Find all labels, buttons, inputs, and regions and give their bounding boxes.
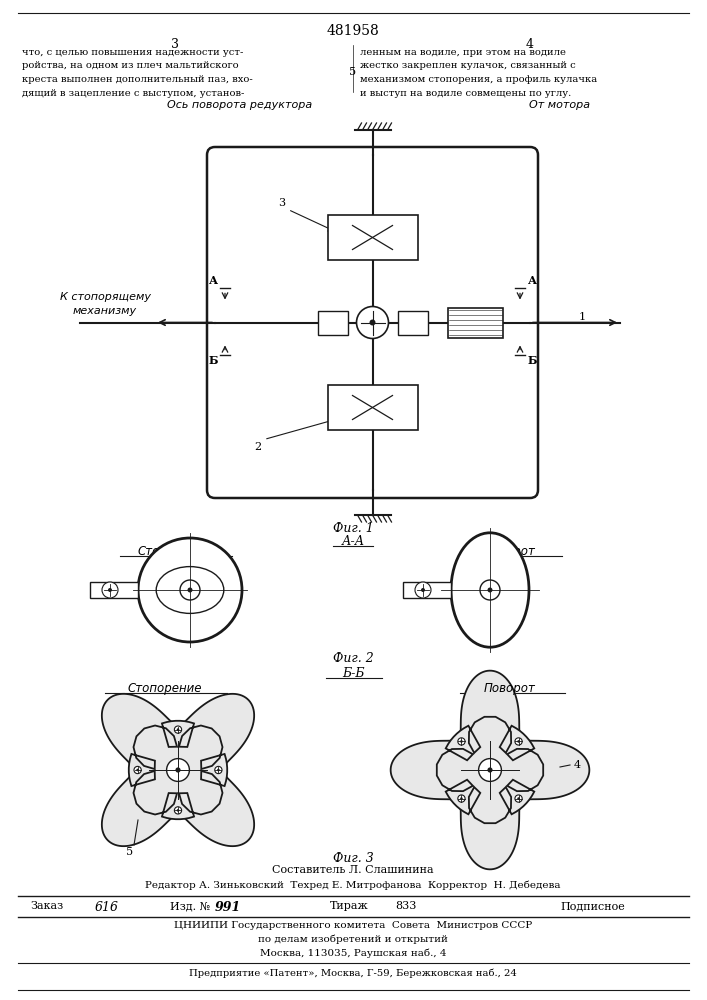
Text: 5: 5 bbox=[127, 847, 134, 857]
Text: Фиг. 2: Фиг. 2 bbox=[332, 652, 373, 665]
Bar bbox=[327, 215, 418, 260]
Text: ройства, на одном из плеч мальтийского: ройства, на одном из плеч мальтийского bbox=[22, 62, 239, 70]
Circle shape bbox=[370, 320, 375, 326]
Text: Подписное: Подписное bbox=[560, 901, 625, 911]
Circle shape bbox=[102, 582, 118, 598]
Ellipse shape bbox=[156, 567, 224, 613]
Circle shape bbox=[177, 728, 180, 731]
Text: креста выполнен дополнительный паз, вхо-: креста выполнен дополнительный паз, вхо- bbox=[22, 75, 252, 84]
Text: Поворот: Поворот bbox=[484, 682, 536, 695]
Text: 991: 991 bbox=[215, 901, 241, 914]
Bar bbox=[317, 310, 348, 334]
Text: ленным на водиле, при этом на водиле: ленным на водиле, при этом на водиле bbox=[360, 48, 566, 57]
Circle shape bbox=[518, 797, 520, 800]
Bar bbox=[327, 385, 418, 430]
Circle shape bbox=[215, 766, 222, 774]
Polygon shape bbox=[391, 671, 590, 869]
Text: Ось поворота редуктора: Ось поворота редуктора bbox=[168, 100, 312, 110]
Circle shape bbox=[488, 587, 493, 592]
Text: 3: 3 bbox=[279, 198, 286, 208]
Text: Заказ: Заказ bbox=[30, 901, 63, 911]
Polygon shape bbox=[129, 721, 227, 819]
Circle shape bbox=[134, 766, 141, 774]
Text: жестко закреплен кулачок, связанный с: жестко закреплен кулачок, связанный с bbox=[360, 62, 575, 70]
Text: Фиг. 1: Фиг. 1 bbox=[332, 522, 373, 535]
Circle shape bbox=[175, 807, 182, 814]
Circle shape bbox=[180, 580, 200, 600]
Circle shape bbox=[167, 759, 189, 781]
Text: что, с целью повышения надежности уст-: что, с целью повышения надежности уст- bbox=[22, 48, 243, 57]
Circle shape bbox=[460, 797, 463, 800]
Text: и выступ на водиле совмещены по углу.: и выступ на водиле совмещены по углу. bbox=[360, 89, 571, 98]
Circle shape bbox=[518, 740, 520, 743]
Text: От мотора: От мотора bbox=[530, 100, 590, 110]
Text: Составитель Л. Слашинина: Составитель Л. Слашинина bbox=[272, 865, 434, 875]
Text: механизмом стопорения, а профиль кулачка: механизмом стопорения, а профиль кулачка bbox=[360, 75, 597, 84]
Text: 833: 833 bbox=[395, 901, 416, 911]
Circle shape bbox=[356, 306, 389, 338]
Text: 5: 5 bbox=[349, 67, 356, 77]
Circle shape bbox=[458, 738, 465, 745]
Circle shape bbox=[217, 769, 220, 771]
Circle shape bbox=[108, 588, 112, 592]
Text: Б: Б bbox=[527, 355, 537, 366]
Text: 616: 616 bbox=[95, 901, 119, 914]
Text: 4: 4 bbox=[526, 38, 534, 51]
Circle shape bbox=[187, 587, 192, 592]
Circle shape bbox=[177, 809, 180, 812]
Circle shape bbox=[421, 588, 425, 592]
Circle shape bbox=[175, 767, 180, 773]
Text: Поворот: Поворот bbox=[484, 545, 536, 558]
Text: А: А bbox=[209, 275, 218, 286]
Circle shape bbox=[515, 795, 522, 802]
Bar bbox=[90, 582, 138, 598]
Circle shape bbox=[138, 538, 242, 642]
Text: 3: 3 bbox=[171, 38, 179, 51]
Text: Тираж: Тираж bbox=[330, 901, 369, 911]
Text: К стопорящему: К стопорящему bbox=[59, 292, 151, 302]
Text: Б-Б: Б-Б bbox=[341, 667, 364, 680]
Text: дящий в зацепление с выступом, установ-: дящий в зацепление с выступом, установ- bbox=[22, 89, 245, 98]
Circle shape bbox=[460, 740, 463, 743]
Text: Б: Б bbox=[209, 355, 218, 366]
Text: Предприятие «Патент», Москва, Г-59, Бережковская наб., 24: Предприятие «Патент», Москва, Г-59, Бере… bbox=[189, 968, 517, 978]
Text: 2: 2 bbox=[255, 442, 262, 452]
Circle shape bbox=[515, 738, 522, 745]
Circle shape bbox=[479, 759, 501, 781]
Bar bbox=[448, 308, 503, 338]
Text: А-А: А-А bbox=[341, 535, 365, 548]
Text: 4: 4 bbox=[573, 760, 580, 770]
Circle shape bbox=[458, 795, 465, 802]
Bar bbox=[403, 582, 451, 598]
Polygon shape bbox=[102, 694, 254, 846]
Circle shape bbox=[480, 580, 500, 600]
Circle shape bbox=[487, 767, 493, 773]
Text: А: А bbox=[527, 275, 537, 286]
Text: 481958: 481958 bbox=[327, 24, 380, 38]
Text: 1: 1 bbox=[578, 312, 585, 322]
Circle shape bbox=[136, 769, 139, 771]
Text: Стопорение: Стопорение bbox=[128, 682, 202, 695]
Text: Стопорение: Стопорение bbox=[138, 545, 212, 558]
Polygon shape bbox=[437, 717, 543, 823]
Text: механизму: механизму bbox=[73, 306, 137, 316]
Circle shape bbox=[175, 726, 182, 733]
Text: Фиг. 3: Фиг. 3 bbox=[332, 852, 373, 865]
Circle shape bbox=[415, 582, 431, 598]
Bar bbox=[397, 310, 428, 334]
Ellipse shape bbox=[451, 533, 529, 647]
Text: ЦНИИПИ Государственного комитета  Совета  Министров СССР: ЦНИИПИ Государственного комитета Совета … bbox=[174, 921, 532, 930]
Text: по делам изобретений и открытий: по делам изобретений и открытий bbox=[258, 935, 448, 944]
Text: Москва, 113035, Раушская наб., 4: Москва, 113035, Раушская наб., 4 bbox=[259, 948, 446, 958]
Text: Изд. №: Изд. № bbox=[170, 901, 210, 911]
Text: Редактор А. Зиньковский  Техред Е. Митрофанова  Корректор  Н. Дебедева: Редактор А. Зиньковский Техред Е. Митроф… bbox=[145, 880, 561, 890]
